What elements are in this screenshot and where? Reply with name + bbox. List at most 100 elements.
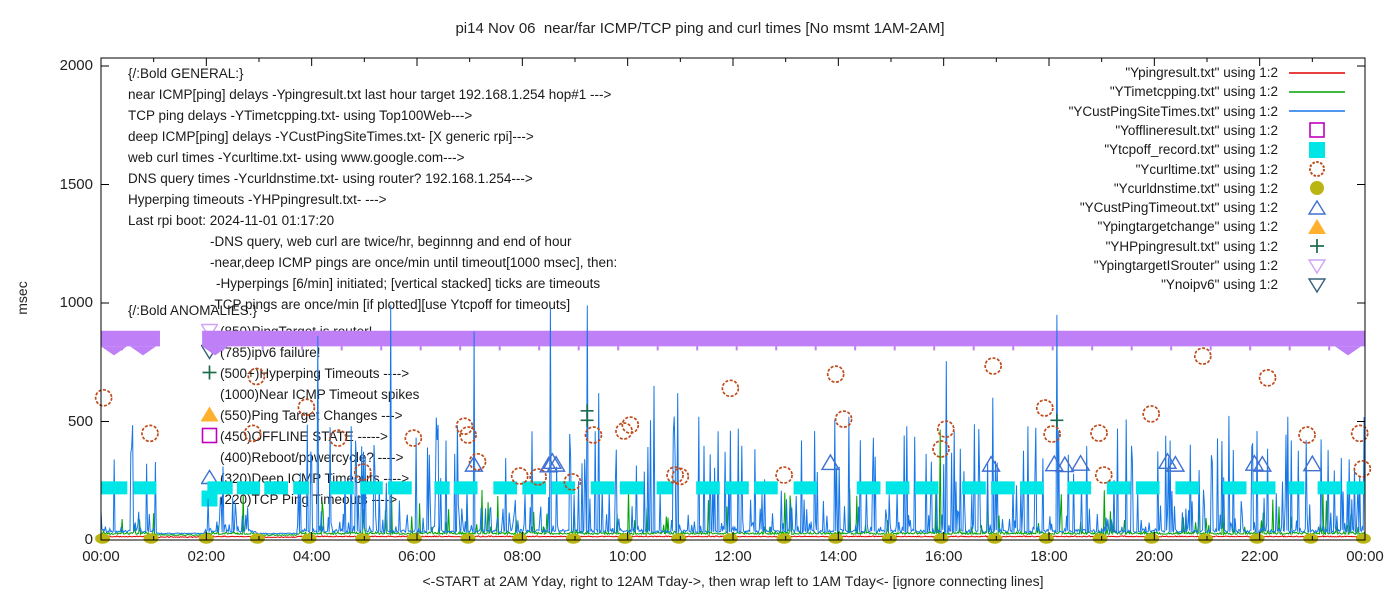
legend-row: "Ycurldnstime.txt" using 1:2 <box>1114 179 1348 198</box>
general-line: near ICMP[ping] delays -Ypingresult.txt … <box>128 87 612 102</box>
anomaly-line: (850)PingTarget is router! <box>220 324 373 339</box>
tcpoff-segment <box>725 481 749 495</box>
x-tick-6: 06:00 <box>398 548 436 565</box>
curldnstime-point <box>1197 533 1213 544</box>
x-tick-22: 22:00 <box>1240 548 1279 565</box>
curldnstime-point <box>1092 533 1108 544</box>
general-line: {/:Bold GENERAL:} <box>128 66 244 81</box>
legend-label: "YTimetcpping.txt" using 1:2 <box>1109 84 1278 100</box>
general-line: -near,deep ICMP pings are once/min until… <box>210 255 618 270</box>
line-icon <box>1286 102 1348 120</box>
x-tick-12: 12:00 <box>714 548 752 565</box>
legend-label: "YHPpingresult.txt" using 1:2 <box>1105 238 1278 254</box>
tcpoff-segment <box>962 481 986 495</box>
pingtarget-router-band <box>101 330 160 347</box>
tcpoff-segment <box>133 481 157 495</box>
general-line: web curl times -Ycurltime.txt- using www… <box>128 150 465 165</box>
pingtimeout-point <box>1165 455 1186 472</box>
legend-row: "YCustPingSiteTimes.txt" using 1:2 <box>1069 102 1348 121</box>
y-tick-2000: 2000 <box>59 57 93 74</box>
general-line: deep ICMP[ping] delays -YCustPingSiteTim… <box>128 129 534 144</box>
curltime-point <box>1043 425 1062 443</box>
anomaly-line: (400)Reboot/powercycle? ----> <box>220 450 404 465</box>
legend-label: "Ytcpoff_record.txt" using 1:2 <box>1104 142 1278 158</box>
tcpoff-segment <box>1317 481 1342 495</box>
tcpoff-segment <box>1106 481 1131 495</box>
triangle-down-open-icon <box>1286 276 1348 294</box>
anomaly-line: (1000)Near ICMP Timeout spikes <box>220 387 420 402</box>
triangle-filled-icon <box>200 406 219 423</box>
tcpoff-segment <box>551 481 575 495</box>
legend-row: "YpingtargetISrouter" using 1:2 <box>1094 256 1348 275</box>
general-line: -DNS query, web curl are twice/hr, begin… <box>210 234 572 249</box>
curltime-point <box>932 440 950 458</box>
x-axis-label: <-START at 2AM Yday, right to 12AM Tday-… <box>422 573 1044 589</box>
curldnstime-point <box>1144 533 1160 544</box>
pingtimeout-point <box>542 452 563 469</box>
curltime-point <box>1298 426 1316 444</box>
pingtimeout-point <box>1055 455 1075 473</box>
circle-open-icon <box>1286 160 1348 178</box>
tcpoff-segment <box>991 481 1015 495</box>
curldnstime-point <box>1249 533 1265 544</box>
legend-label: "Ycurldnstime.txt" using 1:2 <box>1113 180 1278 196</box>
legend-row: "Ypingtargetchange" using 1:2 <box>1098 217 1348 236</box>
tcpoff-segment <box>1251 481 1276 495</box>
y-tick-1500: 1500 <box>59 175 93 193</box>
square-filled-icon <box>1286 141 1348 159</box>
pingtimeout-point <box>981 455 1001 472</box>
curltime-point <box>510 467 529 485</box>
legend-label: "Ynoipv6" using 1:2 <box>1161 277 1278 293</box>
curltime-point <box>584 426 603 444</box>
curldnstime-point <box>249 533 265 544</box>
tcpoff-segment <box>590 481 615 495</box>
anomaly-line: (450)OFFLINE STATE -----> <box>220 429 388 444</box>
curltime-point <box>984 357 1003 375</box>
curldnstime-point <box>406 533 422 544</box>
tcpoff-segment <box>656 481 673 495</box>
general-line: -TCP pings are once/min [if plotted][use… <box>210 297 571 312</box>
tcpoff-segment <box>885 481 910 495</box>
curldnstime-point <box>198 533 214 544</box>
tcpoff-segment <box>696 481 720 495</box>
curldnstime-point <box>143 533 159 544</box>
legend-row: "YTimetcpping.txt" using 1:2 <box>1110 82 1348 101</box>
curltime-point <box>936 420 955 438</box>
legend-label: "YCustPingTimeout.txt" using 1:2 <box>1079 200 1278 216</box>
anomaly-line: (220)TCP Ping Timeouts ----> <box>220 492 398 507</box>
tcpoff-segment <box>1067 481 1092 495</box>
pingtimeout-point <box>820 453 841 471</box>
tcpoff-segment <box>1135 481 1160 495</box>
curldnstime-point <box>355 533 371 544</box>
curldnstime-point <box>828 533 844 544</box>
legend-label: "Yofflineresult.txt" using 1:2 <box>1115 122 1278 138</box>
x-tick-14: 14:00 <box>819 548 858 565</box>
curldnstime-point <box>565 533 581 544</box>
curltime-point <box>1193 347 1212 365</box>
general-line: Hyperping timeouts -YHPpingresult.txt- -… <box>128 192 387 207</box>
x-tick-24: 00:00 <box>1346 548 1384 565</box>
line-icon <box>1286 64 1348 82</box>
tcpoff-segment <box>914 481 939 495</box>
curltime-point <box>621 416 640 434</box>
x-tick-0: 00:00 <box>82 548 120 565</box>
tcpoff-segment <box>1020 481 1044 495</box>
anomaly-line: (500+)Hyperping Timeouts ----> <box>220 366 410 381</box>
y-tick-1000: 1000 <box>59 294 93 311</box>
curltime-point <box>1035 399 1054 417</box>
curltime-point <box>404 429 423 447</box>
curltime-point <box>615 422 633 440</box>
curltime-point <box>671 467 690 486</box>
curltime-point <box>775 466 793 484</box>
pingtimeout-point <box>1302 454 1323 472</box>
curltime-point <box>1258 369 1277 387</box>
line-Ypingresult <box>100 534 1366 539</box>
tcpoff-segment <box>754 481 778 495</box>
legend-row: "Yofflineresult.txt" using 1:2 <box>1115 121 1348 140</box>
triangle-open-icon <box>1286 199 1348 217</box>
legend-row: "YHPpingresult.txt" using 1:2 <box>1106 237 1348 256</box>
curldnstime-point <box>881 533 897 544</box>
curldnstime-point <box>1038 533 1054 544</box>
curltime-point <box>721 379 740 398</box>
pingtimeout-point <box>546 455 566 472</box>
